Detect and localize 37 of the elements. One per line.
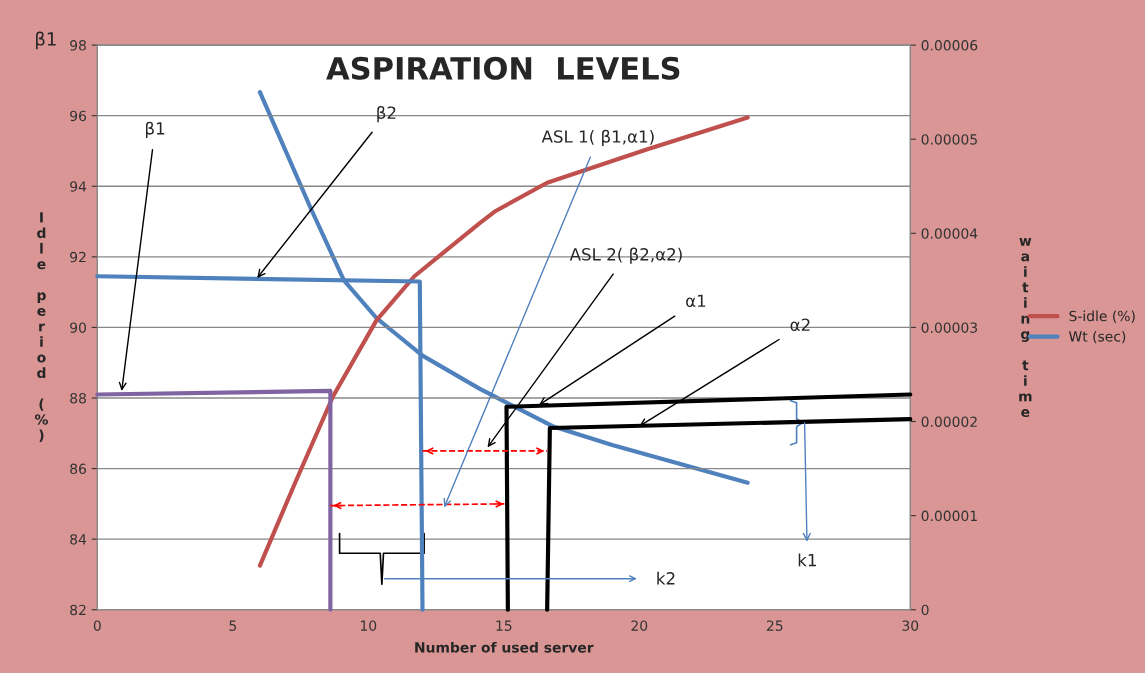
annotation: β2: [377, 106, 396, 123]
x-tick-label: 30: [902, 620, 919, 631]
annotation: α1: [686, 294, 706, 308]
y-tick-label: 86: [70, 463, 87, 475]
x-tick-label: 20: [631, 620, 648, 631]
y2-tick-label: 0.00001: [921, 510, 977, 522]
annotation: k2: [657, 571, 675, 585]
text: Idle period (%): [34, 212, 48, 442]
y2-tick-label: 0.00006: [921, 40, 978, 51]
x-axis-title: Number of used server: [415, 641, 594, 653]
y2-tick-label: 0.00003: [921, 322, 978, 333]
x-tick-label: 15: [496, 620, 512, 631]
y-tick-label: 84: [70, 534, 87, 545]
x-tick-label: 10: [361, 620, 377, 631]
annotation: β1: [145, 121, 165, 138]
y2-tick-label: 0: [921, 604, 929, 616]
annotation: ASL 2( β2,α2): [569, 247, 682, 264]
legend-label: S-idle (%): [1069, 310, 1135, 323]
y-tick-label: 88: [70, 392, 86, 404]
text: β1: [36, 31, 56, 50]
annotation: k1: [798, 553, 816, 567]
x-tick-label: 0: [93, 620, 101, 631]
y-tick-label: 92: [70, 251, 86, 263]
y-tick-label: 90: [70, 322, 86, 333]
legend-label: Wt (sec): [1068, 330, 1126, 344]
x-tick-label: 5: [229, 620, 237, 631]
y-tick-label: 96: [70, 110, 87, 122]
annotation: ASL 1( β1,α1): [541, 129, 654, 147]
y-tick-label: 98: [70, 40, 86, 51]
y2-tick-label: 0.00004: [921, 228, 978, 239]
x-tick-label: 25: [766, 620, 783, 631]
annotation: α2: [790, 318, 810, 332]
y2-tick-label: 0.00005: [921, 134, 977, 145]
y-tick-label: 94: [70, 181, 87, 192]
chart-title: ASPIRATION LEVELS: [326, 56, 680, 80]
y-tick-label: 82: [70, 604, 86, 616]
y2-tick-label: 0.00002: [921, 416, 977, 427]
